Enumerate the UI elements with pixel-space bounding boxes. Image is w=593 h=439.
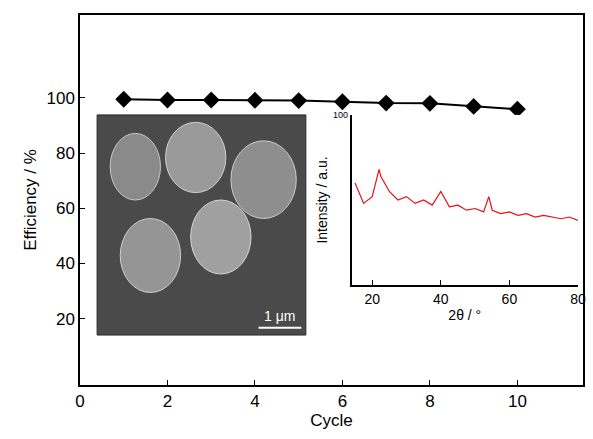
- svg-text:100: 100: [333, 110, 348, 120]
- svg-text:6: 6: [338, 392, 347, 411]
- svg-text:Cycle: Cycle: [310, 411, 353, 430]
- svg-text:10: 10: [508, 392, 527, 411]
- svg-text:1 μm: 1 μm: [264, 308, 295, 324]
- svg-text:100: 100: [46, 89, 74, 108]
- svg-text:0: 0: [75, 392, 84, 411]
- svg-text:40: 40: [433, 291, 449, 307]
- svg-text:Efficiency / %: Efficiency / %: [21, 149, 40, 251]
- svg-text:2θ / °: 2θ / °: [448, 307, 481, 323]
- svg-text:Intensity / a.u.: Intensity / a.u.: [314, 156, 330, 243]
- svg-text:80: 80: [570, 291, 586, 307]
- svg-text:4: 4: [250, 392, 259, 411]
- svg-text:20: 20: [364, 291, 380, 307]
- svg-text:40: 40: [56, 254, 75, 273]
- svg-text:2: 2: [163, 392, 172, 411]
- svg-text:60: 60: [56, 199, 75, 218]
- svg-text:8: 8: [425, 392, 434, 411]
- svg-text:60: 60: [502, 291, 518, 307]
- svg-text:80: 80: [56, 144, 75, 163]
- svg-text:20: 20: [56, 310, 75, 329]
